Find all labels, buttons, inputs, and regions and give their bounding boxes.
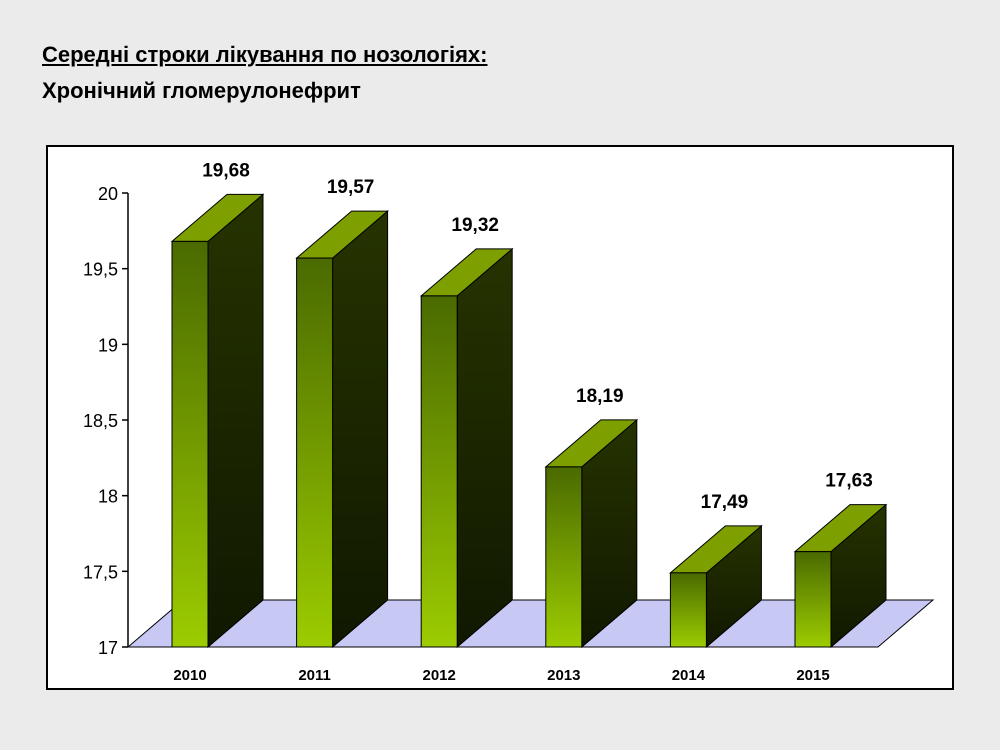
- bar: [793, 503, 888, 649]
- bar: [669, 524, 763, 649]
- x-tick-label: 2010: [173, 667, 206, 684]
- bar: [295, 209, 389, 649]
- bar: [419, 247, 514, 649]
- bar-front: [420, 295, 458, 648]
- title-block: Середні строки лікування по нозологіях: …: [42, 40, 488, 106]
- x-tick-label: 2015: [796, 667, 829, 684]
- y-tick-label: 19,5: [83, 260, 118, 280]
- bar-front: [669, 572, 707, 648]
- bar: [544, 418, 639, 649]
- bar-value-label: 19,57: [327, 177, 375, 198]
- bar-side: [332, 209, 389, 649]
- y-tick-label: 18: [98, 487, 118, 507]
- bar-front: [296, 257, 334, 648]
- page-subtitle: Хронічний гломерулонефрит: [42, 78, 361, 103]
- bar-value-label: 18,19: [576, 386, 624, 407]
- bar-front: [794, 551, 832, 648]
- y-tick-label: 17: [98, 638, 118, 658]
- y-tick-label: 19: [98, 335, 118, 355]
- y-tick-label: 18,5: [83, 411, 118, 431]
- bar-side: [207, 193, 264, 649]
- bar-value-label: 17,49: [701, 492, 749, 513]
- bar-front: [171, 240, 209, 648]
- x-tick-label: 2011: [298, 667, 331, 684]
- bar-front: [545, 466, 583, 648]
- x-tick-label: 2012: [423, 667, 456, 684]
- x-tick-label: 2014: [672, 667, 706, 684]
- page-title: Середні строки лікування по нозологіях:: [42, 42, 488, 67]
- bar-value-label: 19,32: [451, 215, 499, 236]
- bar-value-label: 19,68: [202, 160, 250, 181]
- y-tick-label: 17,5: [83, 562, 118, 582]
- x-tick-label: 2013: [547, 667, 580, 684]
- bar: [170, 193, 265, 649]
- y-tick-label: 20: [98, 184, 118, 204]
- bar-side: [456, 247, 513, 649]
- bar-value-label: 17,63: [825, 471, 873, 492]
